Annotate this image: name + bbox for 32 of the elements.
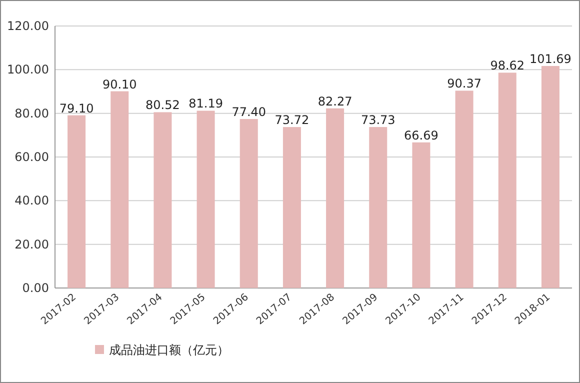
data-label: 90.10 [102, 77, 137, 92]
y-tick-label: 100.00 [7, 62, 49, 77]
data-label: 77.40 [232, 105, 266, 120]
y-tick-label: 60.00 [14, 150, 49, 164]
bar [110, 91, 129, 288]
data-label: 81.19 [188, 96, 223, 111]
y-tick-label: 80.00 [14, 106, 49, 120]
bar [369, 127, 388, 288]
bar [541, 66, 560, 288]
data-label: 82.27 [318, 94, 352, 108]
bar [498, 72, 516, 288]
data-label: 98.62 [490, 58, 525, 73]
bar [412, 142, 430, 288]
bar [240, 119, 258, 288]
data-label: 66.69 [404, 128, 438, 142]
data-label: 73.72 [274, 113, 310, 128]
bar [282, 127, 301, 288]
data-label: 79.10 [59, 101, 94, 116]
y-tick-label: 40.00 [14, 194, 49, 208]
y-tick-label: 0.00 [22, 281, 49, 295]
bar [196, 110, 215, 288]
data-label: 90.37 [447, 76, 482, 91]
data-label: 80.52 [146, 98, 180, 112]
bar [326, 108, 344, 288]
bar [455, 90, 474, 288]
bar [154, 112, 172, 288]
data-label: 101.69 [529, 52, 572, 66]
bar [68, 115, 86, 288]
data-label: 73.73 [360, 113, 396, 128]
legend-label: 成品油进口额（亿元） [109, 343, 229, 357]
y-tick-label: 120.00 [7, 19, 49, 33]
y-tick-label: 20.00 [14, 237, 49, 252]
